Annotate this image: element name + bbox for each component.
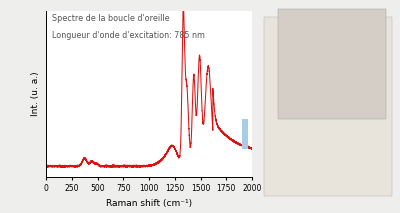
Bar <box>290 42 298 59</box>
Bar <box>348 42 357 59</box>
X-axis label: Raman shift (cm⁻¹): Raman shift (cm⁻¹) <box>106 199 192 208</box>
Circle shape <box>310 37 321 48</box>
Text: Spectre de la boucle d'oreille: Spectre de la boucle d'oreille <box>52 14 170 23</box>
Text: Longueur d'onde d'excitation: 785 nm: Longueur d'onde d'excitation: 785 nm <box>52 31 205 40</box>
Circle shape <box>295 22 352 79</box>
Circle shape <box>293 20 354 82</box>
Circle shape <box>286 12 361 89</box>
Y-axis label: Int. (u. a.): Int. (u. a.) <box>32 71 40 116</box>
Circle shape <box>319 55 328 64</box>
Circle shape <box>325 33 340 49</box>
